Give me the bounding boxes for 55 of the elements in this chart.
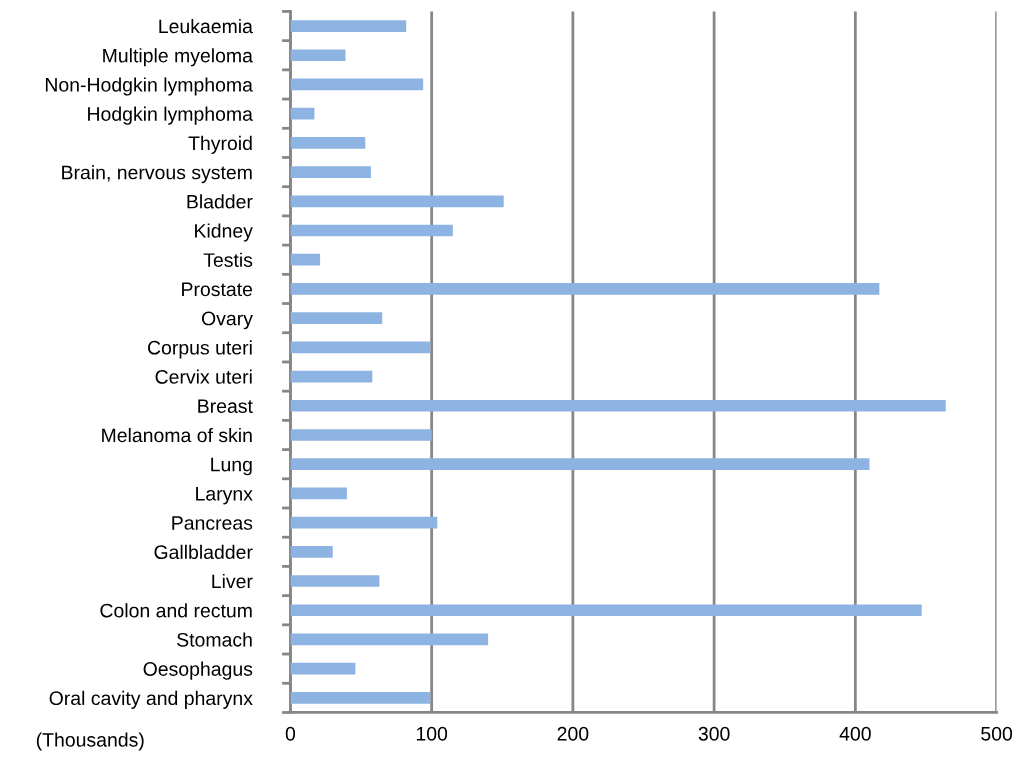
bar xyxy=(290,487,347,500)
y-tick-label: Cervix uteri xyxy=(155,369,252,384)
bar xyxy=(290,370,373,383)
y-tick-label: Pancreas xyxy=(172,516,253,530)
bar xyxy=(290,633,489,646)
y-tick-label: Bladder xyxy=(187,194,253,209)
y-tick-label: Hodgkin lymphoma xyxy=(88,106,253,125)
y-tick-label: Ovary xyxy=(201,311,253,330)
y-tick-label: Oesophagus xyxy=(143,661,253,680)
y-tick-label: Liver xyxy=(212,573,253,589)
y-tick-label: Multiple myeloma xyxy=(103,48,253,67)
bar xyxy=(290,692,431,704)
y-tick-label: Breast xyxy=(198,399,253,413)
y-tick-label: Gallbladder xyxy=(154,544,253,560)
bar xyxy=(290,137,366,149)
bar xyxy=(290,662,356,675)
x-tick-label: 0 xyxy=(285,726,296,741)
bar xyxy=(290,107,315,120)
x-tick-label: 100 xyxy=(416,726,448,741)
bar xyxy=(290,604,922,617)
y-tick-label: Stomach xyxy=(177,632,252,647)
y-tick-label: Leukaemia xyxy=(159,18,253,34)
y-tick-label: Thyroid xyxy=(188,135,252,154)
x-tick-label: 200 xyxy=(557,726,589,741)
bar xyxy=(290,20,407,32)
x-tick-label: 400 xyxy=(839,726,871,741)
y-tick-label: Larynx xyxy=(196,487,253,505)
bar xyxy=(290,283,880,295)
bar xyxy=(290,545,333,558)
y-tick-label: Testis xyxy=(203,252,253,267)
bar xyxy=(290,253,321,266)
y-tick-label: Colon and rectum xyxy=(100,603,252,618)
bar xyxy=(290,49,346,62)
bar xyxy=(290,166,371,178)
y-tick-label: Prostate xyxy=(182,282,253,297)
bar xyxy=(290,341,431,354)
bar xyxy=(290,78,424,91)
bar xyxy=(290,429,432,441)
bar xyxy=(290,399,946,412)
bar xyxy=(290,312,383,324)
y-tick-label: Oral cavity and pharynx xyxy=(49,690,253,709)
bar xyxy=(290,224,453,237)
y-tick-label: Non-Hodgkin lymphoma xyxy=(45,77,253,96)
bar xyxy=(290,195,504,208)
bar xyxy=(290,575,380,587)
x-tick-label: 300 xyxy=(698,726,730,741)
y-tick-label: Corpus uteri xyxy=(148,340,252,359)
x-tick-label: 500 xyxy=(981,726,1013,741)
text: (Thousands) xyxy=(36,732,144,751)
y-tick-label: Lung xyxy=(211,457,252,476)
y-tick-label: Kidney xyxy=(195,223,253,242)
y-tick-label: Brain, nervous system xyxy=(62,165,252,184)
bar xyxy=(290,516,438,529)
y-tick-label: Melanoma of skin xyxy=(102,427,252,443)
bar xyxy=(290,458,870,471)
